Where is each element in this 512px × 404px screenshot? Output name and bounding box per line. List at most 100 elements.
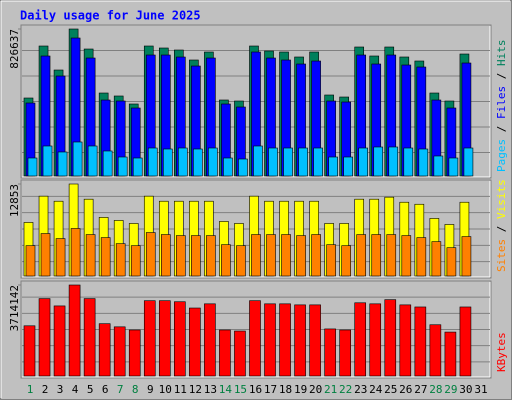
bar [206,235,216,277]
bar [448,157,459,177]
bar [268,147,278,177]
bar [191,235,201,277]
bar [174,301,186,377]
x-tick-label: 13 [204,383,217,396]
bar [223,157,233,177]
bar [100,237,111,277]
bar [386,234,397,277]
bar [145,232,156,277]
bar [68,284,81,377]
bar [117,156,128,177]
bar [388,146,399,177]
legend-separator: / [495,66,508,86]
legend-entry: KBytes [495,332,508,372]
bar [341,245,351,277]
x-tick-label: 28 [429,383,442,396]
x-tick-label: 8 [132,383,139,396]
x-tick-label: 16 [249,383,262,396]
bar [264,303,276,377]
bar [283,147,293,177]
x-tick-label: 5 [87,383,94,396]
x-tick-label: 15 [234,383,247,396]
bar [356,234,367,277]
x-tick-label: 4 [72,383,79,396]
bar [444,331,457,377]
bar [279,303,291,377]
x-tick-label: 11 [174,383,187,396]
x-tick-label: 17 [264,383,277,396]
bar [401,235,412,277]
bar [343,156,353,177]
bar [369,303,382,377]
bar [143,300,156,377]
bar [251,234,261,277]
bar [160,234,171,277]
bar [113,326,126,377]
bar [358,147,369,177]
bar [158,300,171,377]
x-tick-label: 12 [189,383,202,396]
bar [294,304,306,377]
bar [53,305,66,377]
bar [176,235,186,277]
x-tick-label: 14 [219,383,233,396]
bar [234,330,246,377]
x-tick-label: 2 [42,383,49,396]
bar [414,306,427,377]
bar [298,147,308,177]
bar [459,306,472,377]
legend-separator: / [495,119,508,139]
bar [324,328,336,377]
bar [309,304,321,377]
bar [23,325,36,377]
x-tick-label: 24 [369,383,383,396]
bar [147,147,158,177]
bar [70,228,81,277]
bar [115,243,126,277]
legend: Sites / Visits [495,179,508,272]
bar [27,157,38,177]
bar [296,235,306,277]
bar [463,147,474,177]
bar [87,145,98,177]
legend-entry: Pages [495,139,508,172]
bar [328,156,338,177]
legend-entry: Visits [495,179,508,219]
bar [189,307,201,377]
bar [83,298,96,377]
bar [429,324,442,377]
y-max-label: 3714142 [8,285,21,331]
bar [326,244,336,277]
x-tick-label: 9 [147,383,154,396]
bar [403,147,414,177]
bar [221,244,231,277]
legend-entry: Hits [495,40,508,67]
bar [193,148,203,177]
bar [384,299,397,377]
bar [236,245,246,277]
chart-title: Daily usage for June 2025 [20,9,201,23]
bar [98,323,111,377]
y-max-label: 826637 [8,29,21,69]
bar [162,148,173,177]
x-tick-label: 22 [339,383,352,396]
x-tick-label: 1 [27,383,34,396]
bar [373,146,384,177]
legend: KBytes [495,332,508,372]
x-tick-label: 7 [117,383,124,396]
bar [132,157,143,177]
legend-entry: Files [495,86,508,119]
bar [253,145,263,177]
bar [102,150,113,177]
bar [311,234,321,277]
x-tick-label: 18 [279,383,292,396]
x-tick-label: 25 [384,383,397,396]
bar [354,302,367,377]
bar [446,247,457,277]
bar [416,237,427,277]
bar [433,155,444,177]
legend: Pages / Files / Hits [495,40,508,173]
bar [55,238,66,277]
x-tick-label: 29 [444,383,457,396]
